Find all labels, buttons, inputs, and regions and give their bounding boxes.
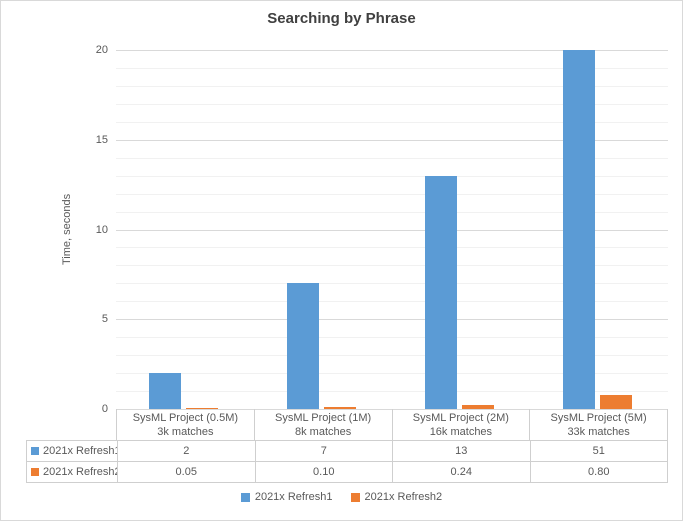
category-matches: 8k matches: [295, 425, 352, 438]
bar-2021x-refresh1: [287, 283, 319, 409]
y-tick-label: 10: [95, 224, 108, 236]
series-key-swatch: [31, 447, 39, 455]
major-gridline: [116, 319, 668, 320]
table-row: 2021x Refresh1 2 7 13 51: [27, 441, 667, 461]
y-tick-labels: 0 5 10 15 20: [1, 1, 108, 520]
category-name: SysML Project (5M): [550, 411, 647, 424]
minor-gridline: [116, 265, 668, 266]
table-value-cell: 0.24: [392, 462, 530, 482]
category-matches: 3k matches: [157, 425, 214, 438]
table-row-header: 2021x Refresh2: [27, 462, 117, 482]
chart-title: Searching by Phrase: [267, 10, 416, 27]
legend: 2021x Refresh1 2021x Refresh2: [1, 491, 682, 503]
y-tick-label: 0: [101, 403, 108, 415]
x-category-label: SysML Project (5M) 33k matches: [529, 409, 667, 440]
minor-gridline: [116, 86, 668, 87]
bar-2021x-refresh2: [462, 405, 494, 409]
bar-2021x-refresh1: [149, 373, 181, 409]
table-value-cell: 0.80: [529, 462, 668, 482]
bar-2021x-refresh1: [563, 50, 595, 409]
minor-gridline: [116, 301, 668, 302]
legend-item: 2021x Refresh1: [240, 491, 333, 503]
minor-gridline: [116, 373, 668, 374]
series-key-swatch: [31, 468, 39, 476]
table-row-header: 2021x Refresh1: [27, 441, 117, 461]
minor-gridline: [116, 68, 668, 69]
bar-2021x-refresh2: [600, 395, 632, 409]
x-category-label: SysML Project (2M) 16k matches: [391, 409, 530, 440]
table-value-cell: 13: [392, 441, 530, 461]
x-axis-labels: SysML Project (0.5M) 3k matches SysML Proj…: [116, 409, 668, 440]
table-value-cell: 2: [117, 441, 255, 461]
minor-gridline: [116, 355, 668, 356]
minor-gridline: [116, 283, 668, 284]
minor-gridline: [116, 194, 668, 195]
minor-gridline: [116, 247, 668, 248]
category-name: SysML Project (1M): [275, 411, 372, 424]
legend-label: 2021x Refresh2: [364, 491, 443, 503]
table-value-cell: 51: [529, 441, 668, 461]
plot-area: [116, 50, 668, 410]
table-row: 2021x Refresh2 0.05 0.10 0.24 0.80: [27, 461, 667, 482]
bar-2021x-refresh2: [324, 407, 356, 409]
major-gridline: [116, 50, 668, 51]
category-matches: 33k matches: [567, 425, 630, 438]
y-tick-label: 5: [101, 313, 108, 325]
minor-gridline: [116, 176, 668, 177]
major-gridline: [116, 140, 668, 141]
legend-swatch: [240, 492, 250, 502]
bar-2021x-refresh2: [186, 408, 218, 409]
table-value-cell: 0.05: [117, 462, 255, 482]
table-value-cell: 0.10: [254, 462, 393, 482]
table-value-cell: 7: [254, 441, 393, 461]
category-matches: 16k matches: [429, 425, 493, 438]
bar-2021x-refresh1: [425, 176, 457, 409]
minor-gridline: [116, 391, 668, 392]
x-category-label: SysML Project (0.5M) 3k matches: [116, 409, 254, 440]
minor-gridline: [116, 104, 668, 105]
legend-item: 2021x Refresh2: [350, 491, 443, 503]
series-name: 2021x Refresh1: [43, 445, 117, 457]
y-tick-label: 15: [95, 134, 108, 146]
minor-gridline: [116, 158, 668, 159]
y-tick-label: 20: [95, 44, 108, 56]
minor-gridline: [116, 337, 668, 338]
legend-swatch: [350, 492, 360, 502]
category-name: SysML Project (0.5M): [132, 411, 239, 424]
data-table: 2021x Refresh1 2 7 13 51 2021x Refresh2 0.05 0.…: [26, 440, 668, 483]
x-category-label: SysML Project (1M) 8k matches: [253, 409, 392, 440]
minor-gridline: [116, 122, 668, 123]
series-name: 2021x Refresh2: [43, 466, 117, 478]
category-name: SysML Project (2M): [412, 411, 509, 424]
minor-gridline: [116, 212, 668, 213]
legend-label: 2021x Refresh1: [254, 491, 333, 503]
major-gridline: [116, 230, 668, 231]
